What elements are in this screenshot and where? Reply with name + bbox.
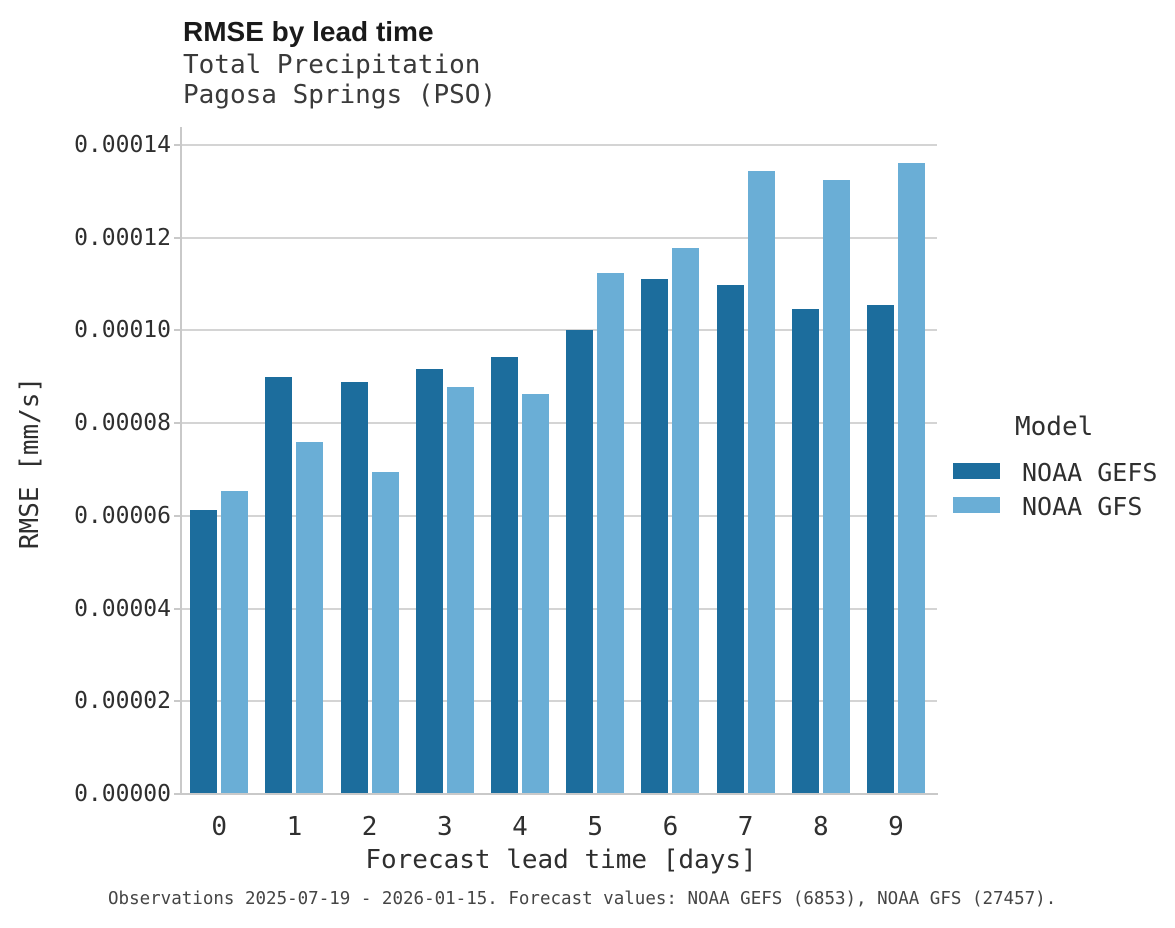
x-tick-label-day-1: 1 (286, 812, 303, 842)
x-tick-label-day-5: 5 (587, 812, 604, 842)
x-tick-label-day-6: 6 (662, 812, 679, 842)
y-axis-line (180, 127, 182, 795)
chart-subtitle-location: Pagosa Springs (PSO) (183, 80, 497, 110)
bar-noaa-gfs-day-6 (672, 248, 700, 794)
bar-noaa-gefs-day-4 (491, 356, 518, 794)
y-tick-label: 0.00000 (74, 781, 171, 807)
x-tick-label-day-9: 9 (888, 812, 904, 842)
chart-title: RMSE by lead time (183, 16, 434, 47)
gridline-y-0.00006 (182, 514, 937, 517)
gridline-y-0.00004 (182, 607, 937, 610)
bar-noaa-gefs-day-5 (566, 330, 594, 794)
legend-swatch-icon (953, 463, 1000, 479)
x-tick-label-day-2: 2 (361, 812, 378, 842)
y-tick-mark (174, 144, 180, 146)
y-tick-label: 0.00002 (74, 688, 171, 715)
bar-noaa-gfs-day-0 (221, 490, 249, 794)
x-axis-title: Forecast lead time [days] (365, 845, 757, 875)
bar-noaa-gfs-day-9 (898, 162, 925, 794)
x-tick-label-day-8: 8 (812, 812, 829, 842)
bar-noaa-gfs-day-4 (522, 393, 549, 794)
legend-entry-noaa-gefs: NOAA GEFS (953, 456, 1168, 490)
gridline-y-0.00002 (182, 700, 937, 703)
x-axis-line (180, 793, 938, 795)
x-tick-label-day-0: 0 (211, 812, 228, 842)
y-tick-mark (174, 793, 180, 795)
gridline-y-0.00008 (182, 422, 937, 425)
legend-swatch-icon (953, 497, 1000, 513)
gridline-y-0.00010 (182, 329, 937, 332)
y-tick-mark (174, 422, 180, 425)
chart-subtitle-variable: Total Precipitation (183, 50, 481, 80)
gridline-y-0.00014 (182, 144, 937, 146)
bar-noaa-gefs-day-1 (265, 376, 293, 794)
x-tick-label-day-7: 7 (737, 812, 754, 842)
y-tick-label: 0.00008 (74, 410, 171, 437)
caption-observations: Observations 2025-07-19 - 2026-01-15. Fo… (108, 889, 1057, 909)
bar-noaa-gfs-day-3 (446, 387, 474, 794)
bar-noaa-gefs-day-0 (190, 510, 218, 794)
legend-title: Model (1015, 412, 1094, 442)
bar-noaa-gefs-day-9 (867, 305, 894, 794)
y-tick-mark (174, 514, 180, 517)
legend-entries: NOAA GEFS NOAA GFS (953, 456, 1168, 524)
bar-noaa-gfs-day-1 (296, 442, 324, 794)
y-tick-label: 0.00004 (74, 595, 171, 622)
y-tick-label: 0.00010 (74, 317, 171, 344)
bar-noaa-gfs-day-7 (747, 170, 775, 794)
bar-noaa-gfs-day-5 (597, 273, 625, 794)
bar-noaa-gefs-day-6 (641, 279, 669, 794)
bar-noaa-gefs-day-2 (340, 381, 368, 794)
bar-noaa-gfs-day-8 (822, 180, 850, 794)
bar-noaa-gefs-day-8 (791, 309, 819, 794)
x-tick-label-day-3: 3 (436, 812, 453, 842)
y-tick-label: 0.00014 (74, 132, 171, 158)
y-tick-label: 0.00012 (74, 224, 171, 251)
bar-noaa-gfs-day-2 (371, 471, 399, 794)
y-tick-mark (174, 607, 180, 610)
y-tick-mark (174, 700, 180, 703)
legend: Model NOAA GEFS NOAA GFS (953, 412, 1168, 524)
bar-noaa-gefs-day-3 (415, 368, 443, 794)
legend-label: NOAA GEFS (1022, 458, 1158, 487)
legend-entry-noaa-gfs: NOAA GFS (953, 490, 1168, 524)
x-tick-label-day-4: 4 (512, 812, 528, 842)
legend-label: NOAA GFS (1022, 492, 1143, 521)
plot-area (182, 144, 937, 794)
gridline-y-0.00012 (182, 236, 937, 239)
y-tick-mark (174, 329, 180, 332)
y-tick-mark (174, 236, 180, 239)
y-tick-label: 0.00006 (74, 502, 171, 529)
bar-noaa-gefs-day-7 (716, 284, 744, 794)
